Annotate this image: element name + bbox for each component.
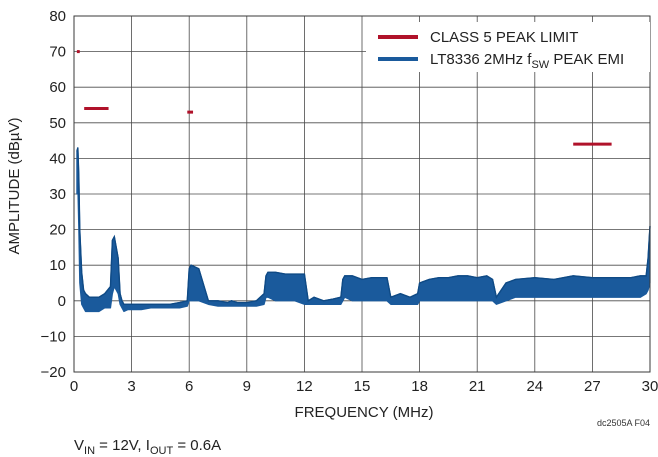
x-tick-label: 9 xyxy=(243,378,251,395)
conditions-note: VIN = 12V, IOUT = 0.6A xyxy=(74,437,221,457)
x-axis-title: FREQUENCY (MHz) xyxy=(295,404,434,421)
legend: CLASS 5 PEAK LIMIT LT8336 2MHz fSW PEAK … xyxy=(366,22,650,72)
plot-frame xyxy=(73,15,651,373)
y-tick-label: 80 xyxy=(49,8,66,25)
x-tick-label: 30 xyxy=(642,378,658,395)
legend-label-limit: CLASS 5 PEAK LIMIT xyxy=(430,29,578,46)
note-mid: = 12V, I xyxy=(95,437,150,454)
y-tick-label: −10 xyxy=(41,328,66,345)
y-tick-label: 60 xyxy=(49,79,66,96)
x-tick-label: 3 xyxy=(127,378,135,395)
y-axis-title: AMPLITUDE (dBµV) xyxy=(6,117,23,254)
y-tick-label: 0 xyxy=(58,293,66,310)
x-tick-label: 6 xyxy=(185,378,193,395)
legend-background xyxy=(366,22,650,72)
note-end: = 0.6A xyxy=(173,437,221,454)
x-tick-labels: 0 3 6 9 12 15 18 21 24 27 30 xyxy=(70,378,658,395)
series-emi-peak-line xyxy=(76,147,651,306)
y-tick-label: 30 xyxy=(49,186,66,203)
y-tick-label: 40 xyxy=(49,150,66,167)
note-sub-in: IN xyxy=(84,445,95,457)
note-main: V xyxy=(74,437,84,454)
x-tick-label: 15 xyxy=(354,378,371,395)
y-tick-label: 20 xyxy=(49,222,66,239)
figure-id: dc2505A F04 xyxy=(597,418,650,428)
y-tick-label: −20 xyxy=(41,364,66,381)
x-tick-label: 0 xyxy=(70,378,78,395)
legend-label-emi-main: LT8336 2MHz f xyxy=(430,51,532,68)
y-tick-label: 70 xyxy=(49,44,66,61)
legend-label-emi-sub: SW xyxy=(531,59,549,71)
x-tick-label: 21 xyxy=(469,378,486,395)
legend-label-emi: LT8336 2MHz fSW PEAK EMI xyxy=(430,51,624,71)
x-tick-label: 18 xyxy=(411,378,428,395)
x-tick-label: 24 xyxy=(526,378,543,395)
y-tick-labels: −20 −10 0 10 20 30 40 50 60 70 80 xyxy=(41,8,66,381)
y-tick-label: 50 xyxy=(49,115,66,132)
y-tick-label: 10 xyxy=(49,257,66,274)
note-sub-out: OUT xyxy=(150,445,174,457)
x-tick-label: 12 xyxy=(296,378,313,395)
x-tick-label: 27 xyxy=(584,378,601,395)
legend-label-emi-suffix: PEAK EMI xyxy=(549,51,624,68)
